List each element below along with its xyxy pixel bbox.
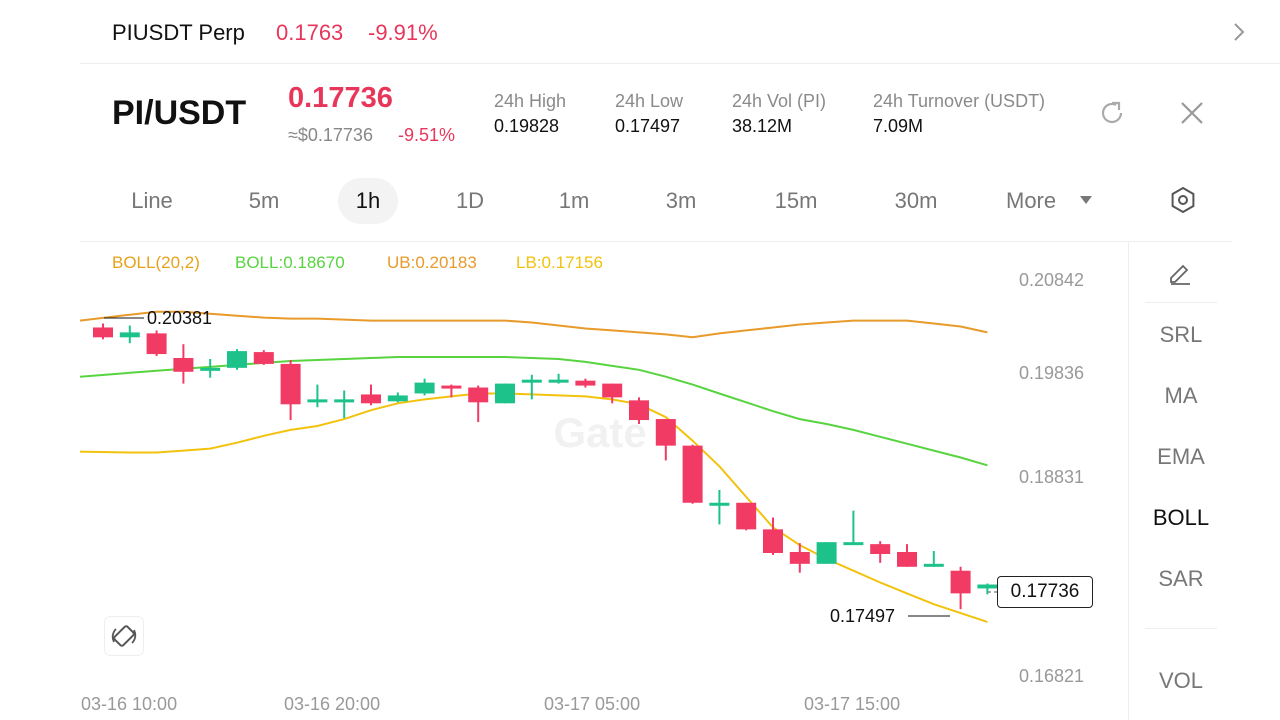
candle-body[interactable] — [602, 383, 623, 398]
low-price-label: 0.17497 — [830, 606, 896, 626]
candle-body[interactable] — [414, 382, 435, 394]
candle-body[interactable] — [521, 379, 542, 383]
rotate-screen-icon[interactable] — [104, 616, 144, 656]
divider — [1145, 302, 1217, 303]
indicator-vol[interactable]: VOL — [1158, 668, 1204, 693]
perp-price: 0.1763 — [276, 20, 344, 45]
divider — [1145, 628, 1217, 629]
candle-body[interactable] — [387, 395, 408, 402]
candle-body[interactable] — [709, 502, 730, 506]
pencil-draw-icon[interactable] — [1166, 258, 1194, 286]
usd-change: -9.51% — [398, 125, 456, 145]
high-price-label: 0.20381 — [147, 308, 213, 328]
candle-body[interactable] — [897, 552, 917, 567]
candle-body[interactable] — [119, 332, 140, 338]
x-tick: 03-16 10:00 — [81, 694, 178, 714]
candle-body[interactable] — [200, 367, 221, 371]
candle-body[interactable] — [763, 529, 783, 553]
refresh-icon[interactable] — [1097, 98, 1127, 128]
candle-body[interactable] — [93, 327, 113, 338]
candle-body[interactable] — [655, 419, 676, 446]
x-tick: 03-16 20:00 — [284, 694, 381, 714]
tab-1m[interactable]: 1m — [558, 188, 590, 213]
perp-change: -9.91% — [368, 20, 438, 45]
candle-body[interactable] — [816, 542, 837, 564]
candle-body[interactable] — [280, 363, 301, 405]
candle-body[interactable] — [173, 357, 194, 372]
candle-body[interactable] — [629, 400, 649, 421]
stat-low-label: 24h Low — [615, 91, 684, 111]
tab-more[interactable]: More — [1006, 188, 1057, 213]
chart-area[interactable] — [80, 241, 1232, 720]
candle-body[interactable] — [575, 380, 596, 386]
perp-name: PIUSDT Perp — [112, 20, 245, 45]
boll-mid-band — [79, 356, 988, 467]
tab-1d[interactable]: 1D — [455, 188, 485, 213]
candle-body[interactable] — [468, 387, 489, 403]
candle-body[interactable] — [789, 552, 810, 564]
boll-upper-value: UB:0.20183 — [387, 253, 477, 272]
chevron-right-icon[interactable] — [1228, 20, 1250, 44]
x-tick: 03-17 05:00 — [544, 694, 641, 714]
candle-body[interactable] — [950, 570, 971, 594]
caret-down-icon[interactable] — [1080, 196, 1092, 204]
boll-mid-value: BOLL:0.18670 — [235, 253, 345, 272]
candle-body[interactable] — [495, 383, 515, 404]
candle-body[interactable] — [227, 351, 247, 368]
indicator-ma[interactable]: MA — [1164, 383, 1198, 408]
perp-bar[interactable]: PIUSDT Perp 0.1763 -9.91% — [80, 0, 1280, 64]
boll-lower-value: LB:0.17156 — [516, 253, 603, 272]
candle-body[interactable] — [682, 445, 703, 503]
indicator-srl[interactable]: SRL — [1159, 322, 1203, 347]
stat-high-value: 0.19828 — [494, 116, 560, 136]
boll-upper-band — [79, 310, 988, 339]
boll-params: BOLL(20,2) — [112, 253, 200, 272]
candle-body[interactable] — [977, 584, 998, 589]
settings-hexagon-icon[interactable] — [1167, 184, 1199, 216]
boll-lower-band — [79, 392, 988, 623]
candle-body[interactable] — [736, 502, 757, 530]
stat-vol-value: 38.12M — [732, 116, 793, 136]
last-price-tag: 0.17736 — [997, 576, 1093, 608]
close-icon[interactable] — [1178, 99, 1206, 127]
indicator-boll[interactable]: BOLL — [1152, 505, 1210, 530]
y-tick: 0.18831 — [1019, 467, 1085, 487]
y-tick: 0.19836 — [1019, 363, 1085, 383]
stat-turnover-label: 24h Turnover (USDT) — [873, 91, 1046, 111]
candle-body[interactable] — [870, 544, 891, 554]
tab-3m[interactable]: 3m — [665, 188, 697, 213]
y-tick: 0.16821 — [1019, 666, 1085, 686]
candle-body[interactable] — [253, 352, 274, 364]
indicator-ema[interactable]: EMA — [1157, 444, 1205, 469]
pair-title: PI/USDT — [112, 94, 247, 132]
x-tick: 03-17 15:00 — [804, 694, 901, 714]
stat-vol-label: 24h Vol (PI) — [732, 91, 827, 111]
candle-body[interactable] — [548, 379, 569, 383]
y-tick: 0.20842 — [1019, 270, 1085, 290]
stat-low-value: 0.17497 — [615, 116, 681, 136]
candle-body[interactable] — [146, 333, 167, 355]
candle-body[interactable] — [307, 399, 328, 403]
candle-body[interactable] — [441, 385, 462, 389]
tab-1h[interactable]: 1h — [338, 178, 398, 224]
tab-line[interactable]: Line — [131, 188, 173, 213]
usd-price: ≈$0.17736 — [288, 125, 373, 145]
tab-15m[interactable]: 15m — [774, 188, 818, 213]
candle-body[interactable] — [923, 563, 944, 567]
tab-5m[interactable]: 5m — [248, 188, 280, 213]
candle-body[interactable] — [361, 394, 381, 404]
indicator-panel: SRL MA EMA BOLL SAR VOL — [1128, 242, 1232, 720]
indicator-sar[interactable]: SAR — [1158, 566, 1204, 591]
last-price: 0.17736 — [288, 82, 393, 114]
stat-turnover-value: 7.09M — [873, 116, 924, 136]
stat-high-label: 24h High — [494, 91, 567, 111]
candle-body[interactable] — [334, 399, 355, 403]
candle-body[interactable] — [843, 542, 864, 546]
tab-30m[interactable]: 30m — [894, 188, 938, 213]
